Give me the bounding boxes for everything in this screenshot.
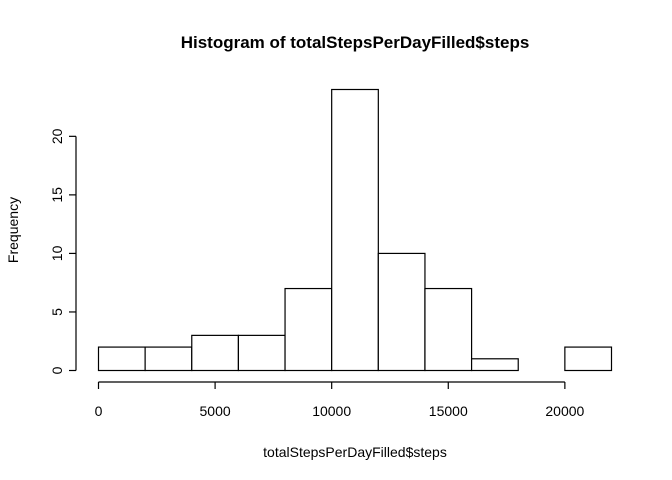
x-tick-label: 20000 bbox=[545, 403, 584, 419]
histogram-bar-1 bbox=[144, 346, 193, 372]
x-tick-label: 10000 bbox=[312, 403, 351, 419]
x-tick-label: 0 bbox=[95, 403, 103, 419]
x-tick-label: 15000 bbox=[429, 403, 468, 419]
chart-title: Histogram of totalStepsPerDayFilled$step… bbox=[181, 33, 530, 52]
y-axis: 0 5 10 15 20 bbox=[49, 128, 77, 374]
y-tick-label: 5 bbox=[49, 308, 65, 316]
y-axis-label: Frequency bbox=[5, 197, 21, 263]
histogram-bar-0 bbox=[97, 346, 146, 372]
y-tick-label: 20 bbox=[49, 128, 65, 144]
histogram-bar-6 bbox=[377, 252, 426, 372]
histogram-bar-2 bbox=[191, 334, 240, 372]
histogram-bar-4 bbox=[284, 287, 333, 372]
histogram-bar-3 bbox=[237, 334, 286, 372]
y-tick-label: 0 bbox=[49, 366, 65, 374]
histogram-bar-10 bbox=[564, 346, 613, 372]
y-tick-label: 10 bbox=[49, 245, 65, 261]
x-tick-label: 5000 bbox=[200, 403, 231, 419]
y-tick-label: 15 bbox=[49, 187, 65, 203]
x-axis-label: totalStepsPerDayFilled$steps bbox=[263, 444, 447, 460]
x-axis: 0 5000 10000 15000 20000 bbox=[95, 381, 585, 419]
histogram-bar-7 bbox=[424, 287, 473, 372]
histogram-bar-8 bbox=[470, 358, 519, 372]
histogram-bar-5 bbox=[331, 88, 379, 372]
histogram-bars bbox=[97, 88, 613, 372]
